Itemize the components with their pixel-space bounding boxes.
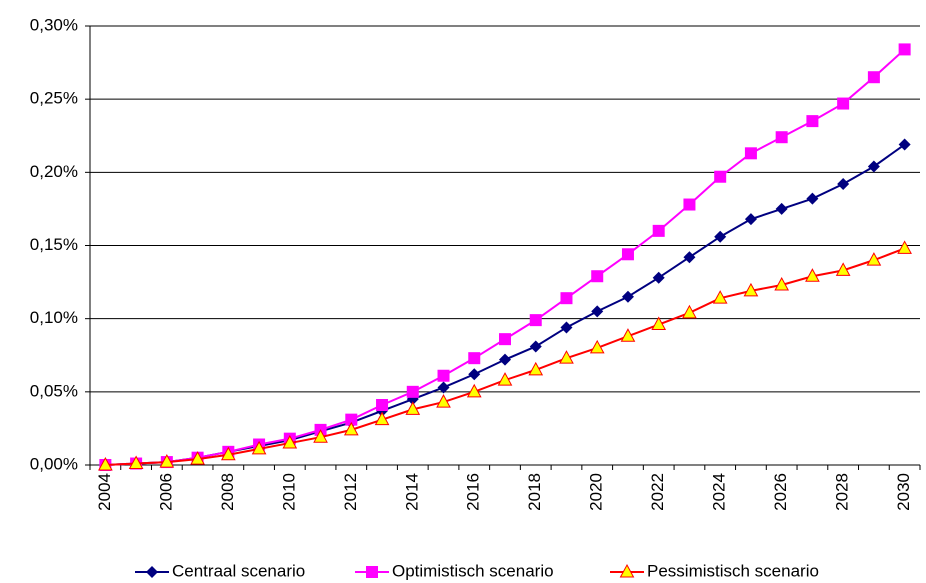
marker — [468, 368, 481, 381]
marker — [313, 429, 328, 443]
marker — [743, 282, 759, 297]
marker — [190, 451, 205, 465]
x-tick-label: 2024 — [710, 473, 729, 511]
x-tick-label: 2030 — [894, 473, 913, 511]
marker — [806, 192, 819, 205]
y-tick-label: 0,20% — [30, 162, 78, 181]
marker — [620, 328, 636, 342]
marker — [589, 339, 605, 354]
marker — [251, 440, 267, 455]
marker — [621, 290, 634, 303]
marker — [867, 160, 880, 173]
marker — [775, 131, 788, 144]
marker — [529, 314, 542, 327]
marker — [744, 147, 757, 160]
marker — [559, 350, 574, 364]
marker — [366, 566, 378, 578]
marker — [714, 170, 727, 183]
marker — [805, 268, 820, 282]
marker — [806, 115, 819, 128]
y-tick-label: 0,00% — [30, 454, 78, 473]
x-tick-label: 2012 — [341, 473, 360, 511]
x-tick-label: 2016 — [464, 473, 483, 511]
marker — [651, 316, 667, 331]
marker — [835, 262, 851, 276]
marker — [374, 411, 390, 426]
marker — [406, 385, 419, 398]
x-tick-label: 2010 — [279, 473, 298, 511]
y-tick-label: 0,10% — [30, 308, 78, 327]
marker — [345, 413, 358, 426]
legend-label: Centraal scenario — [172, 561, 305, 580]
marker — [468, 352, 481, 365]
marker — [529, 340, 542, 353]
marker — [405, 401, 421, 415]
marker — [282, 435, 298, 449]
x-tick-label: 2028 — [833, 473, 852, 511]
marker — [466, 383, 482, 398]
x-tick-label: 2026 — [771, 473, 790, 511]
marker — [652, 271, 665, 284]
marker — [714, 230, 727, 243]
marker — [775, 202, 788, 215]
marker — [376, 399, 389, 412]
x-tick-label: 2008 — [218, 473, 237, 511]
marker — [898, 43, 911, 56]
series-line — [105, 143, 906, 466]
marker — [837, 97, 850, 110]
marker — [343, 421, 359, 436]
marker — [220, 446, 236, 461]
marker — [898, 138, 911, 151]
marker — [159, 454, 175, 468]
x-tick-label: 2006 — [156, 473, 175, 511]
y-tick-label: 0,15% — [30, 235, 78, 254]
marker — [683, 198, 696, 211]
x-tick-label: 2022 — [648, 473, 667, 511]
marker — [437, 369, 450, 382]
marker — [499, 353, 511, 366]
marker — [682, 304, 697, 319]
marker — [897, 240, 912, 254]
marker — [560, 321, 573, 334]
marker — [146, 566, 158, 578]
marker — [98, 456, 113, 471]
marker — [619, 563, 635, 578]
x-tick-label: 2018 — [525, 473, 544, 511]
legend-label: Optimistisch scenario — [392, 561, 554, 580]
y-tick-label: 0,25% — [30, 89, 78, 108]
marker — [128, 455, 144, 470]
legend-label: Pessimistisch scenario — [647, 561, 819, 580]
marker — [437, 381, 450, 394]
marker — [744, 213, 757, 226]
marker — [497, 372, 513, 386]
marker — [837, 178, 850, 191]
marker — [499, 333, 511, 346]
marker — [683, 251, 696, 264]
marker — [712, 290, 728, 304]
x-tick-label: 2004 — [95, 473, 114, 511]
y-tick-label: 0,30% — [30, 15, 78, 34]
marker — [774, 276, 790, 291]
marker — [560, 292, 573, 305]
x-tick-label: 2020 — [587, 473, 606, 511]
marker — [866, 252, 882, 266]
series-line — [105, 48, 906, 466]
y-tick-label: 0,05% — [30, 381, 78, 400]
marker — [621, 248, 634, 261]
marker — [591, 305, 604, 318]
marker — [436, 394, 451, 408]
x-tick-label: 2014 — [402, 473, 421, 511]
marker — [652, 224, 665, 237]
marker — [591, 270, 604, 283]
marker — [867, 71, 880, 84]
marker — [528, 361, 544, 376]
